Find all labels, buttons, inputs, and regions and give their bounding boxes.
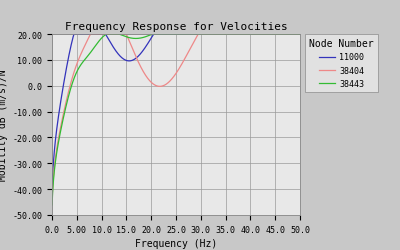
38404 <box>88 34 93 36</box>
38404 <box>156 85 160 88</box>
11000 <box>72 34 76 36</box>
Line: 38443: 38443 <box>52 35 300 205</box>
38404 <box>93 34 98 36</box>
Line: 11000: 11000 <box>52 35 300 190</box>
X-axis label: Frequency (Hz): Frequency (Hz) <box>135 238 217 248</box>
11000 <box>298 34 302 36</box>
38443 <box>298 34 302 36</box>
11000 <box>50 189 54 192</box>
Y-axis label: Mobility dB (m/s)/N: Mobility dB (m/s)/N <box>0 70 8 180</box>
38443 <box>156 34 160 36</box>
38443 <box>78 65 83 68</box>
Legend: 11000, 38404, 38443: 11000, 38404, 38443 <box>305 35 378 92</box>
38443 <box>293 34 298 36</box>
11000 <box>266 34 271 36</box>
Line: 38404: 38404 <box>52 35 300 202</box>
38443 <box>104 34 109 36</box>
11000 <box>145 44 150 47</box>
11000 <box>293 34 298 36</box>
38404 <box>298 34 302 36</box>
38443 <box>266 34 271 36</box>
11000 <box>78 34 83 36</box>
38443 <box>93 46 98 49</box>
11000 <box>156 34 160 36</box>
38404 <box>78 54 83 58</box>
38404 <box>266 34 271 36</box>
Title: Frequency Response for Velocities: Frequency Response for Velocities <box>65 22 287 32</box>
38443 <box>50 204 54 207</box>
38404 <box>50 200 54 203</box>
38404 <box>145 77 150 80</box>
38404 <box>293 34 298 36</box>
38443 <box>145 36 150 38</box>
11000 <box>93 34 98 36</box>
